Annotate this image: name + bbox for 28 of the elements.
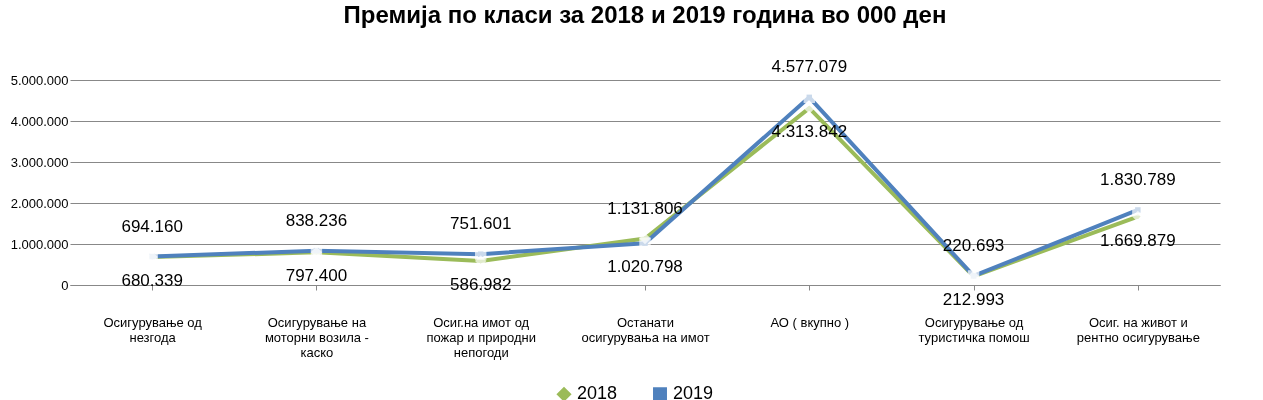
data-label: 212.993 — [942, 290, 1005, 310]
data-label: 751.601 — [449, 214, 512, 234]
legend-label: 2019 — [673, 383, 714, 400]
y-tick-label: 1.000.000 — [10, 236, 69, 252]
data-label: 838.236 — [285, 210, 348, 230]
x-tick-label: Осиг. на живот и рентно осигурување — [1076, 314, 1200, 345]
data-label: 1.669.879 — [1100, 230, 1176, 250]
data-label: 694.160 — [121, 216, 183, 236]
data-label: 1.830.789 — [1100, 169, 1176, 189]
x-tick-label: Останати осигурувања на имот — [581, 314, 710, 345]
data-label: 586.982 — [449, 274, 512, 294]
data-label: 4.577.079 — [771, 57, 848, 77]
x-tick-label: АО ( вкупно ) — [770, 314, 850, 330]
x-tick-label: Осиг.на имот од пожар и природни непогоди — [426, 314, 536, 360]
data-label: 1.131.806 — [607, 198, 683, 218]
data-label: 680.339 — [121, 271, 183, 291]
legend-label: 2018 — [577, 383, 618, 400]
x-tick-label: Осигурување од незгода — [103, 314, 203, 345]
data-label: 1.020.798 — [607, 257, 683, 277]
chart-title: Премија по класи за 2018 и 2019 година во 000 ден — [343, 1, 947, 29]
y-tick-label: 5.000.000 — [10, 72, 69, 88]
y-tick-label: 0 — [61, 277, 69, 293]
y-tick-label: 3.000.000 — [10, 154, 69, 170]
x-tick-label: Осигурување од туристичка помош — [918, 314, 1030, 345]
data-label: 797.400 — [285, 266, 348, 286]
y-tick-label: 2.000.000 — [10, 195, 69, 211]
y-tick-label: 4.000.000 — [10, 113, 69, 129]
x-tick-label: Осигурување на моторни возила - каско — [264, 314, 369, 360]
